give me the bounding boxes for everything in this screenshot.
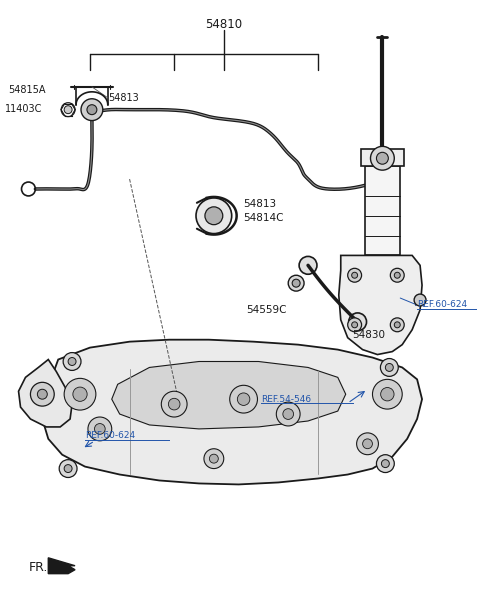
Text: REF.54-546: REF.54-546: [262, 395, 312, 404]
Circle shape: [371, 146, 394, 170]
Circle shape: [283, 409, 294, 419]
Circle shape: [88, 417, 112, 441]
Circle shape: [288, 275, 304, 291]
Polygon shape: [339, 256, 422, 354]
Circle shape: [168, 398, 180, 410]
Polygon shape: [19, 359, 72, 427]
Circle shape: [81, 99, 103, 121]
Polygon shape: [112, 362, 346, 429]
Text: REF.60-624: REF.60-624: [417, 300, 467, 310]
Text: 11403C: 11403C: [5, 104, 42, 114]
Circle shape: [161, 392, 187, 417]
Circle shape: [385, 364, 393, 371]
Text: 54815A: 54815A: [9, 85, 46, 95]
Text: 54813: 54813: [243, 199, 276, 209]
Polygon shape: [360, 149, 404, 166]
Circle shape: [382, 459, 389, 467]
Circle shape: [348, 313, 367, 331]
Circle shape: [299, 256, 317, 274]
Polygon shape: [42, 340, 422, 484]
Text: 54813: 54813: [108, 93, 139, 103]
Circle shape: [73, 387, 87, 401]
Circle shape: [276, 402, 300, 426]
Circle shape: [390, 318, 404, 332]
Circle shape: [414, 294, 426, 306]
Circle shape: [394, 273, 400, 278]
Circle shape: [357, 433, 378, 455]
Circle shape: [376, 152, 388, 164]
Circle shape: [63, 353, 81, 370]
Text: REF.60-624: REF.60-624: [85, 432, 135, 440]
Text: 54830: 54830: [353, 330, 385, 340]
Circle shape: [95, 424, 105, 434]
Circle shape: [64, 106, 72, 114]
Circle shape: [64, 378, 96, 410]
Text: 54810: 54810: [205, 18, 242, 31]
Circle shape: [30, 382, 54, 406]
Polygon shape: [48, 558, 75, 574]
Circle shape: [68, 358, 76, 365]
Circle shape: [230, 385, 257, 413]
Circle shape: [352, 273, 358, 278]
Circle shape: [237, 393, 250, 405]
Text: FR.: FR.: [28, 561, 48, 574]
Circle shape: [292, 279, 300, 287]
Circle shape: [362, 439, 372, 449]
Polygon shape: [364, 166, 400, 256]
Circle shape: [87, 105, 97, 115]
Circle shape: [196, 198, 232, 234]
Circle shape: [59, 459, 77, 478]
Circle shape: [394, 322, 400, 328]
Circle shape: [209, 454, 218, 463]
Circle shape: [372, 379, 402, 409]
Circle shape: [390, 268, 404, 282]
Circle shape: [376, 455, 394, 472]
Circle shape: [64, 464, 72, 472]
Circle shape: [205, 207, 223, 225]
Circle shape: [348, 318, 361, 332]
Circle shape: [37, 389, 48, 399]
Circle shape: [352, 322, 358, 328]
Circle shape: [381, 387, 394, 401]
Circle shape: [204, 449, 224, 469]
Text: 54814C: 54814C: [243, 212, 284, 223]
Circle shape: [348, 268, 361, 282]
Circle shape: [381, 359, 398, 376]
Text: 54559C: 54559C: [247, 305, 287, 315]
